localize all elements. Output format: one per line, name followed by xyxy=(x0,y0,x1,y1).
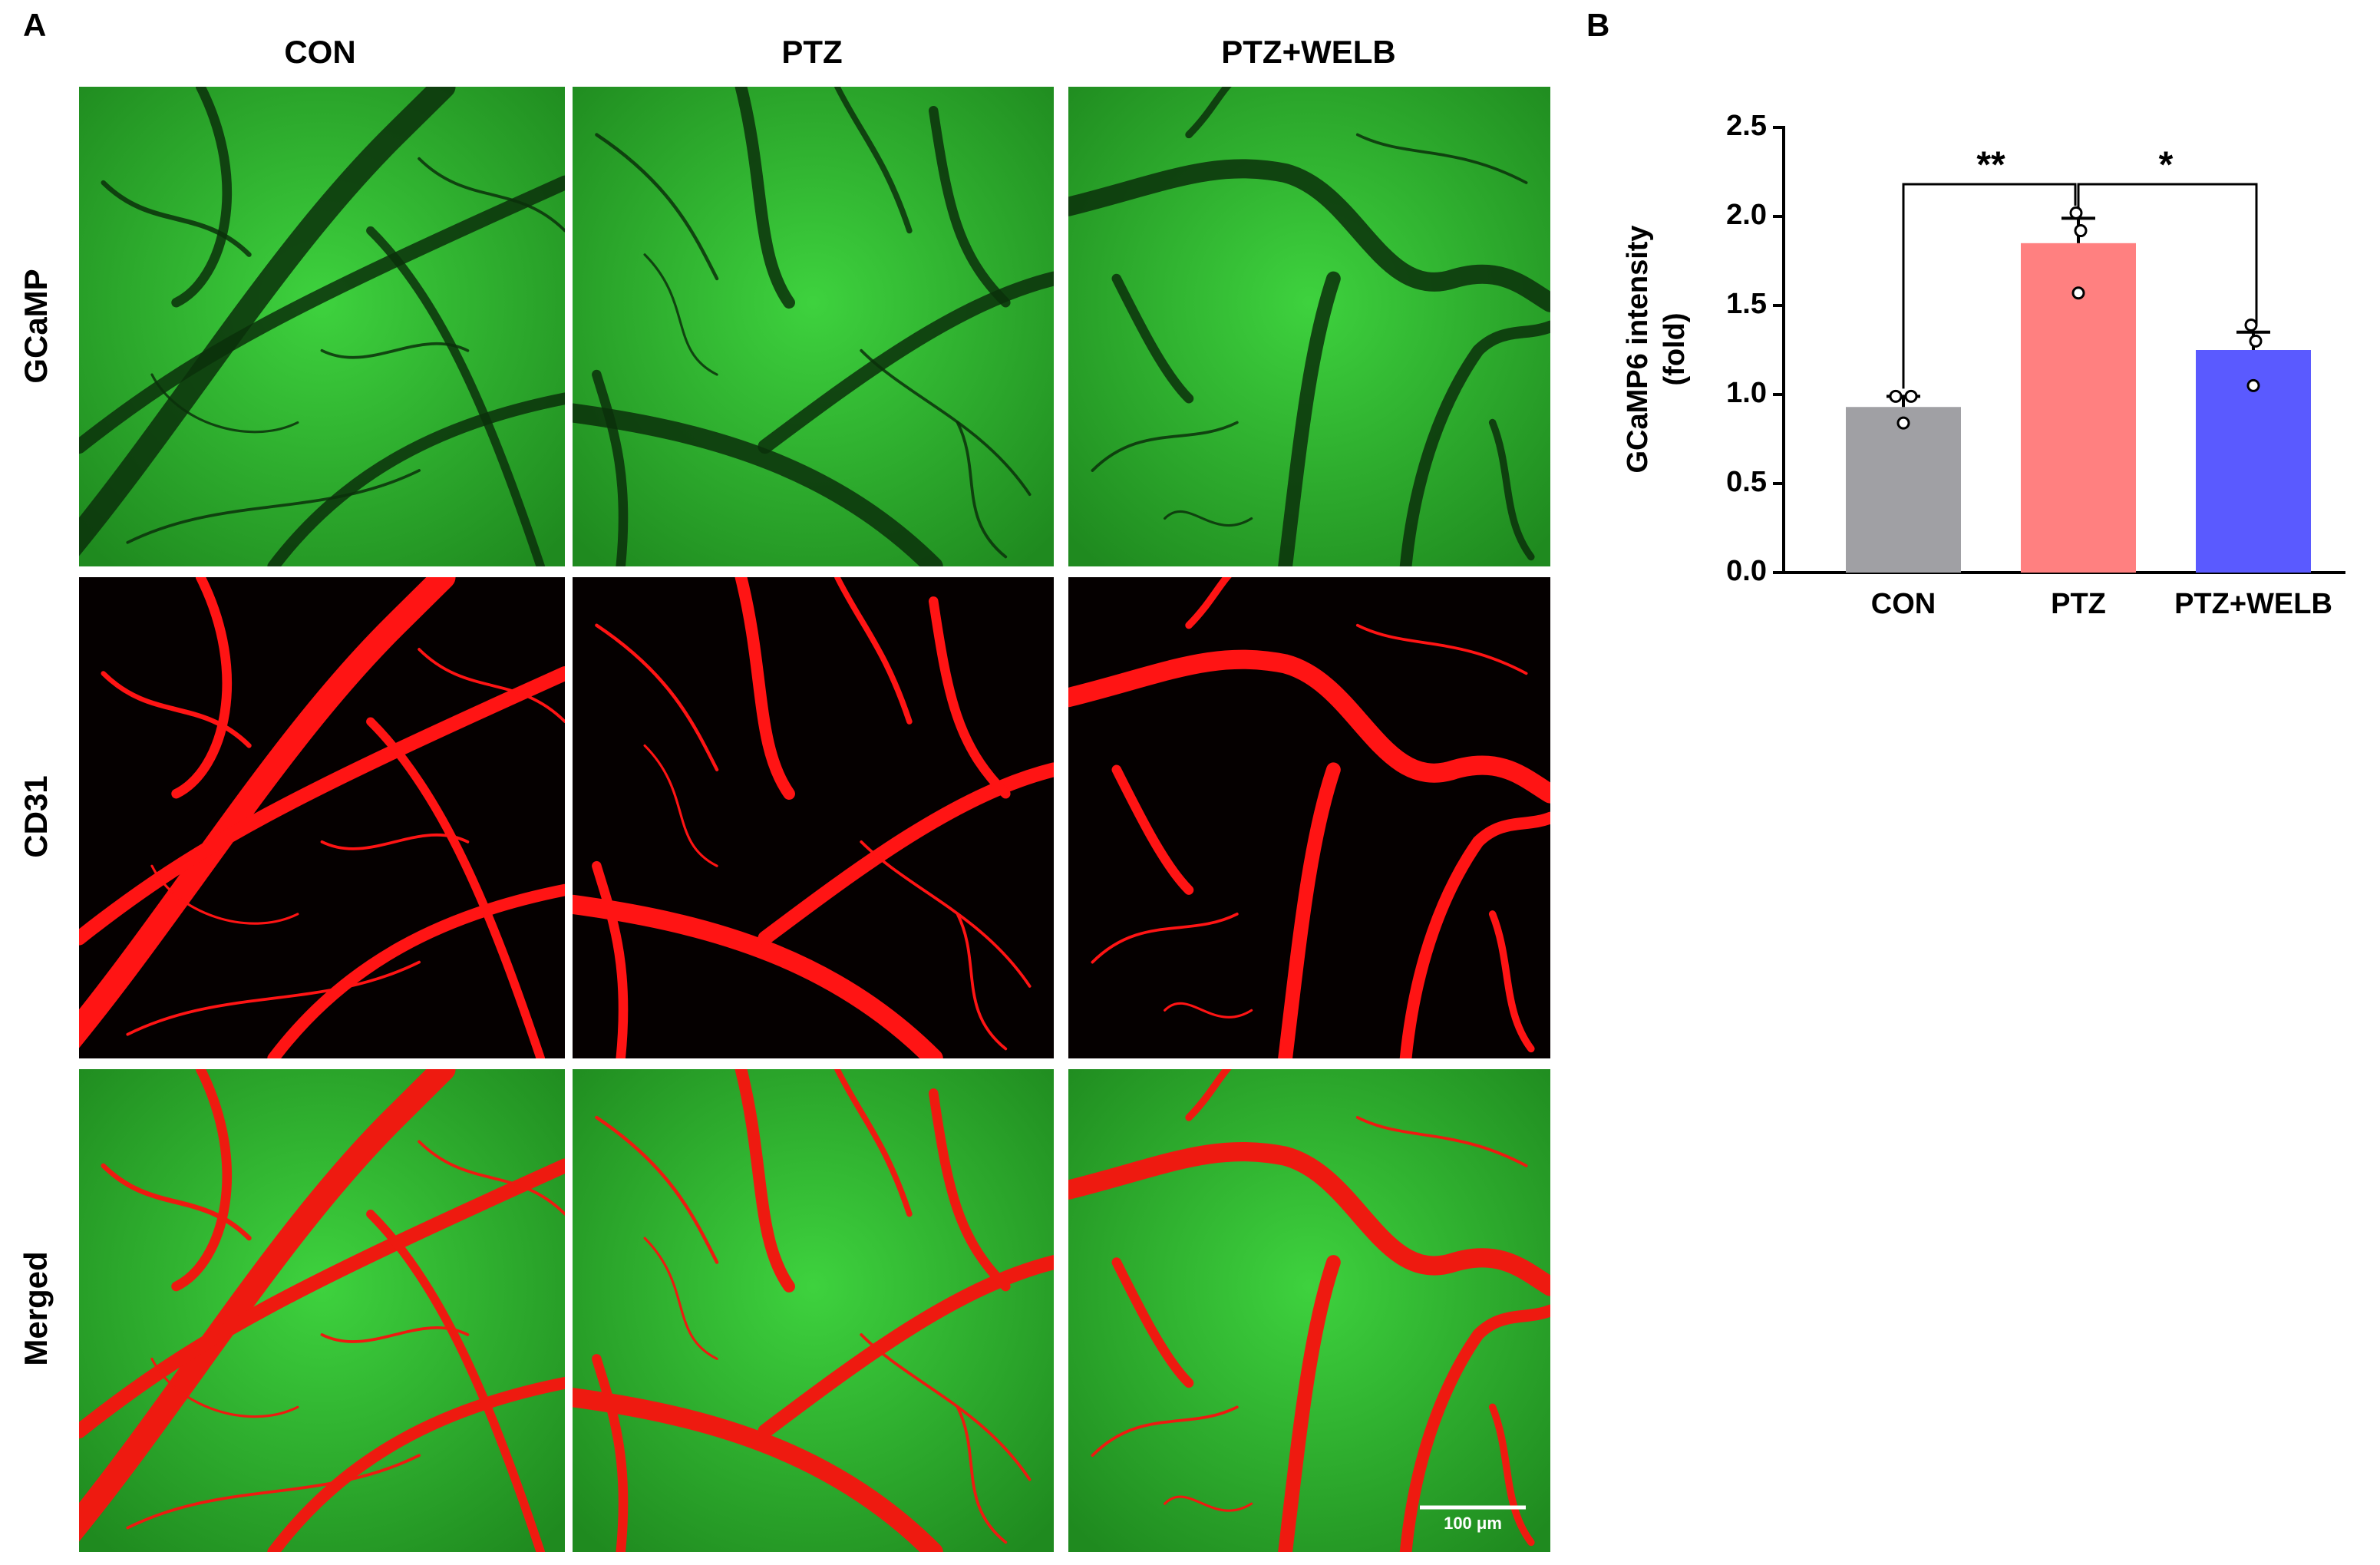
data-point xyxy=(2246,378,2260,392)
y-tick-label: 2.5 xyxy=(1726,110,1767,142)
y-tick-label: 0.5 xyxy=(1726,466,1767,498)
micrograph xyxy=(573,1069,1054,1552)
micrograph xyxy=(79,87,565,566)
data-point xyxy=(2244,319,2258,332)
micrograph xyxy=(573,577,1054,1058)
row-label: GCaMP xyxy=(18,269,54,383)
y-tick-label: 0.0 xyxy=(1726,555,1767,587)
micrograph xyxy=(1068,577,1550,1058)
y-axis-label: GCaMP6 intensity xyxy=(1622,225,1654,473)
micrograph xyxy=(79,577,565,1058)
data-point xyxy=(2071,286,2085,300)
data-point xyxy=(1889,389,1903,403)
y-tick-label: 1.5 xyxy=(1726,288,1767,320)
row-label: Merged xyxy=(18,1251,54,1365)
significance-label: ** xyxy=(1976,145,2005,186)
significance-label: * xyxy=(2159,145,2174,186)
micrograph xyxy=(79,1069,565,1552)
significance-bracket xyxy=(1902,183,2077,389)
x-tick-label: PTZ+WELB xyxy=(2174,588,2332,620)
x-tick-label: CON xyxy=(1871,588,1936,620)
x-tick-label: PTZ xyxy=(2051,588,2106,620)
data-point xyxy=(2069,206,2083,220)
column-header: CON xyxy=(284,34,355,70)
y-tick-label: 2.0 xyxy=(1726,199,1767,231)
bar xyxy=(1846,407,1961,573)
data-point xyxy=(2249,334,2263,348)
data-point xyxy=(1904,389,1918,403)
micrograph xyxy=(1068,87,1550,566)
significance-bracket xyxy=(2077,183,2258,325)
data-point xyxy=(2074,224,2088,238)
micrograph xyxy=(1068,1069,1550,1552)
row-label: CD31 xyxy=(18,775,54,857)
panel-label: A xyxy=(23,7,46,43)
column-header: PTZ+WELB xyxy=(1221,34,1396,70)
data-point xyxy=(1896,416,1910,430)
column-header: PTZ xyxy=(781,34,842,70)
micrograph xyxy=(573,87,1054,566)
y-axis-label: (fold) xyxy=(1659,313,1691,386)
scale-bar-label: 100 μm xyxy=(1444,1514,1502,1533)
y-tick-label: 1.0 xyxy=(1726,377,1767,409)
panel-label: B xyxy=(1586,7,1609,43)
